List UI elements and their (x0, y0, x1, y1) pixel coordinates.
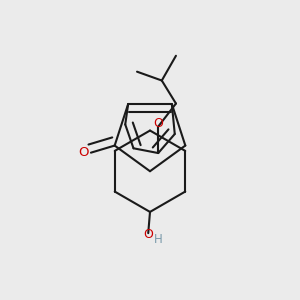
Text: O: O (153, 117, 163, 130)
Text: H: H (154, 233, 163, 246)
Text: O: O (79, 146, 89, 159)
Text: O: O (143, 228, 153, 242)
